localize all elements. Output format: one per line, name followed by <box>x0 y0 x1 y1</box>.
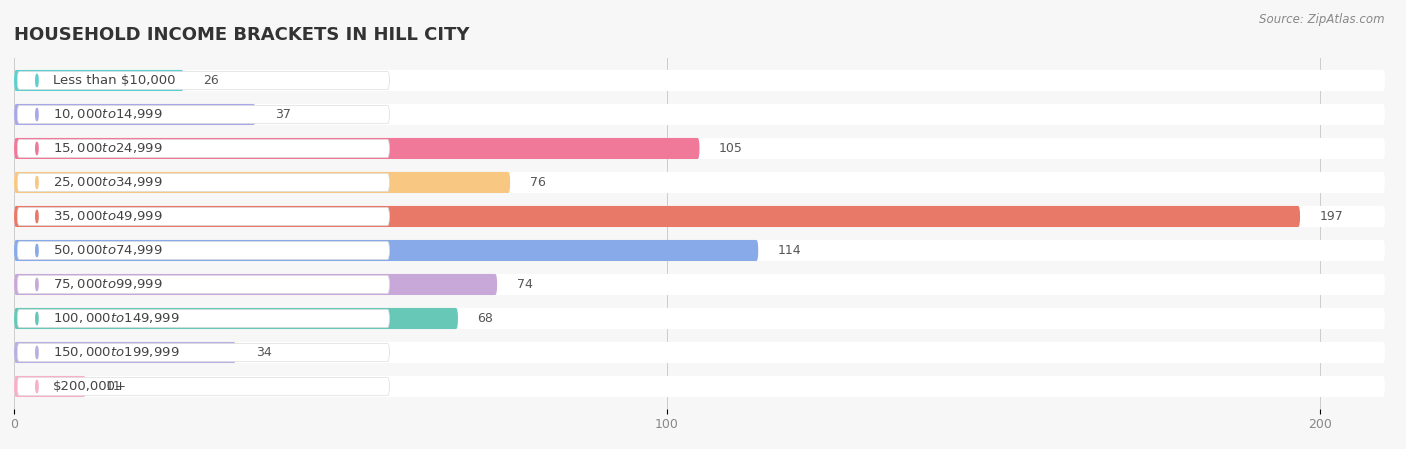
FancyBboxPatch shape <box>17 309 389 327</box>
Circle shape <box>35 346 38 359</box>
FancyBboxPatch shape <box>14 240 758 261</box>
Text: 26: 26 <box>204 74 219 87</box>
Text: Source: ZipAtlas.com: Source: ZipAtlas.com <box>1260 13 1385 26</box>
FancyBboxPatch shape <box>17 343 389 361</box>
Text: $10,000 to $14,999: $10,000 to $14,999 <box>53 107 163 122</box>
FancyBboxPatch shape <box>14 240 1385 261</box>
Text: 76: 76 <box>530 176 546 189</box>
Text: 11: 11 <box>105 380 121 393</box>
Circle shape <box>35 142 38 154</box>
Circle shape <box>35 278 38 291</box>
Circle shape <box>35 313 38 325</box>
Text: 74: 74 <box>517 278 533 291</box>
FancyBboxPatch shape <box>17 140 389 158</box>
Text: $100,000 to $149,999: $100,000 to $149,999 <box>53 312 180 326</box>
FancyBboxPatch shape <box>14 70 184 91</box>
Text: $15,000 to $24,999: $15,000 to $24,999 <box>53 141 163 155</box>
FancyBboxPatch shape <box>17 207 389 225</box>
FancyBboxPatch shape <box>17 106 389 123</box>
FancyBboxPatch shape <box>14 274 498 295</box>
Text: $35,000 to $49,999: $35,000 to $49,999 <box>53 210 163 224</box>
Text: 114: 114 <box>778 244 801 257</box>
FancyBboxPatch shape <box>14 206 1301 227</box>
FancyBboxPatch shape <box>14 342 1385 363</box>
FancyBboxPatch shape <box>14 308 1385 329</box>
FancyBboxPatch shape <box>14 104 1385 125</box>
Text: Less than $10,000: Less than $10,000 <box>53 74 176 87</box>
FancyBboxPatch shape <box>17 276 389 294</box>
Circle shape <box>35 380 38 392</box>
Circle shape <box>35 108 38 121</box>
FancyBboxPatch shape <box>14 70 1385 91</box>
FancyBboxPatch shape <box>17 173 389 191</box>
FancyBboxPatch shape <box>14 342 236 363</box>
Text: $200,000+: $200,000+ <box>53 380 127 393</box>
FancyBboxPatch shape <box>14 138 1385 159</box>
Circle shape <box>35 211 38 223</box>
FancyBboxPatch shape <box>17 71 389 89</box>
FancyBboxPatch shape <box>14 138 700 159</box>
Text: 105: 105 <box>718 142 742 155</box>
FancyBboxPatch shape <box>14 172 510 193</box>
FancyBboxPatch shape <box>14 104 256 125</box>
FancyBboxPatch shape <box>14 308 458 329</box>
FancyBboxPatch shape <box>14 206 1385 227</box>
Text: $75,000 to $99,999: $75,000 to $99,999 <box>53 277 163 291</box>
Text: 68: 68 <box>478 312 494 325</box>
Text: 34: 34 <box>256 346 271 359</box>
Circle shape <box>35 244 38 256</box>
FancyBboxPatch shape <box>14 274 1385 295</box>
FancyBboxPatch shape <box>14 376 86 397</box>
Text: HOUSEHOLD INCOME BRACKETS IN HILL CITY: HOUSEHOLD INCOME BRACKETS IN HILL CITY <box>14 26 470 44</box>
Text: $150,000 to $199,999: $150,000 to $199,999 <box>53 345 180 360</box>
Text: 37: 37 <box>276 108 291 121</box>
FancyBboxPatch shape <box>17 378 389 396</box>
Circle shape <box>35 176 38 189</box>
FancyBboxPatch shape <box>14 172 1385 193</box>
Text: $25,000 to $34,999: $25,000 to $34,999 <box>53 176 163 189</box>
FancyBboxPatch shape <box>14 376 1385 397</box>
FancyBboxPatch shape <box>17 242 389 260</box>
Text: 197: 197 <box>1320 210 1343 223</box>
Circle shape <box>35 75 38 87</box>
Text: $50,000 to $74,999: $50,000 to $74,999 <box>53 243 163 257</box>
